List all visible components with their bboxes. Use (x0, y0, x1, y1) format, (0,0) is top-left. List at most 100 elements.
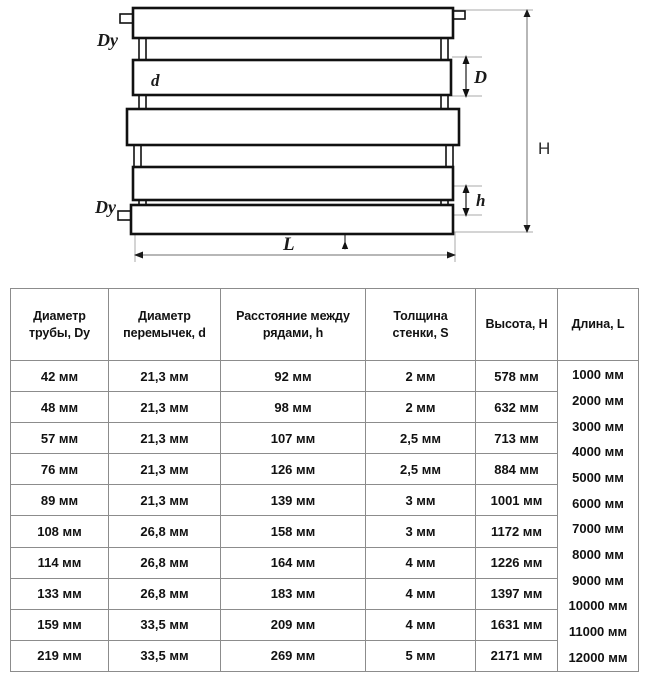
length-option: 12000 мм (568, 649, 628, 665)
cell-row-spacing: 183 мм (220, 577, 366, 610)
cell-pipe-diameter: 108 мм (10, 515, 109, 548)
table-row: 89 мм 21,3 мм 139 мм 3 мм 1001 мм (10, 484, 639, 517)
radiator-section-diagram: H D h L S (94, 6, 550, 262)
length-option: 7000 мм (572, 521, 624, 537)
cell-wall-thickness: 3 мм (365, 484, 476, 517)
table-row: 114 мм 26,8 мм 164 мм 4 мм 1226 мм (10, 546, 639, 579)
dimension-L: L (134, 234, 456, 259)
length-option: 8000 мм (572, 546, 624, 562)
column-header-height: Высота, H (475, 288, 558, 361)
table-row: 159 мм 33,5 мм 209 мм 4 мм 1631 мм (10, 608, 639, 641)
dimension-label-dy-top: Dy (96, 30, 119, 50)
bar-1 (131, 6, 455, 40)
column-header-wall-thickness: Толщина стенки, S (365, 288, 476, 361)
cell-height: 1397 мм (475, 577, 558, 610)
length-option: 2000 мм (572, 392, 624, 408)
cell-jumper-diameter: 26,8 мм (108, 515, 221, 548)
column-header-length: Длина, L (557, 288, 639, 361)
header-line-2: перемычек, d (123, 325, 206, 340)
header-line-2: стенки, S (392, 325, 449, 340)
table-body: 42 мм 21,3 мм 92 мм 2 мм 578 мм 1000 мм … (10, 359, 639, 673)
cell-row-spacing: 269 мм (220, 639, 366, 673)
header-line-1: Диаметр (138, 308, 191, 323)
cell-jumper-diameter: 33,5 мм (108, 608, 221, 641)
bar-3 (125, 107, 461, 147)
header-line-2: трубы, Dy (29, 325, 90, 340)
table-row: 42 мм 21,3 мм 92 мм 2 мм 578 мм 1000 мм … (10, 359, 639, 672)
bar-2 (131, 58, 453, 97)
cell-pipe-diameter: 219 мм (10, 639, 109, 673)
cell-row-spacing: 98 мм (220, 391, 366, 424)
cell-length-list: 1000 мм 2000 мм 3000 мм 4000 мм 5000 мм … (557, 360, 639, 672)
horizontal-bars (125, 6, 461, 236)
cell-row-spacing: 107 мм (220, 422, 366, 455)
cell-jumper-diameter: 21,3 мм (108, 453, 221, 486)
dimension-label-H: H (538, 139, 550, 158)
cell-jumper-diameter: 26,8 мм (108, 577, 221, 610)
cell-height: 2171 мм (475, 639, 558, 673)
specification-table-container: Диаметр трубы, Dy Диаметр перемычек, d Р… (10, 288, 639, 684)
cell-row-spacing: 158 мм (220, 515, 366, 548)
dimension-label-L: L (282, 234, 295, 255)
length-option: 4000 мм (572, 444, 624, 460)
dimension-H: H (523, 9, 550, 233)
table-row: 57 мм 21,3 мм 107 мм 2,5 мм 713 мм (10, 422, 639, 455)
cell-row-spacing: 126 мм (220, 453, 366, 486)
header-line-1: Высота, H (485, 317, 548, 332)
table-row: 76 мм 21,3 мм 126 мм 2,5 мм 884 мм (10, 453, 639, 486)
cell-jumper-diameter: 33,5 мм (108, 639, 221, 673)
cell-wall-thickness: 2 мм (365, 359, 476, 393)
cell-height: 1226 мм (475, 546, 558, 579)
header-line-1: Длина, L (571, 317, 625, 332)
cell-row-spacing: 209 мм (220, 608, 366, 641)
cell-row-spacing: 164 мм (220, 546, 366, 579)
cell-height: 1172 мм (475, 515, 558, 548)
bar-4 (131, 165, 455, 202)
cell-jumper-diameter: 21,3 мм (108, 422, 221, 455)
cell-height: 1001 мм (475, 484, 558, 517)
table-row: 108 мм 26,8 мм 158 мм 3 мм 1172 мм (10, 515, 639, 548)
dimension-h: h (462, 184, 485, 217)
cell-wall-thickness: 2 мм (365, 391, 476, 424)
cell-height: 1631 мм (475, 608, 558, 641)
table-row: 219 мм 33,5 мм 269 мм 5 мм 2171 мм (10, 639, 639, 673)
header-line-1: Толщина (393, 308, 448, 323)
cell-pipe-diameter: 114 мм (10, 546, 109, 579)
length-option: 6000 мм (572, 495, 624, 511)
column-header-pipe-diameter: Диаметр трубы, Dy (10, 288, 109, 361)
radiator-body (117, 6, 466, 236)
column-header-jumper-diameter: Диаметр перемычек, d (108, 288, 221, 361)
header-line-2: рядами, h (262, 325, 324, 340)
table-row: 133 мм 26,8 мм 183 мм 4 мм 1397 мм (10, 577, 639, 610)
cell-height: 884 мм (475, 453, 558, 486)
column-header-row-spacing: Расстояние между рядами, h (220, 288, 366, 361)
cell-wall-thickness: 2,5 мм (365, 453, 476, 486)
cell-pipe-diameter: 42 мм (10, 359, 109, 393)
cell-pipe-diameter: 48 мм (10, 391, 109, 424)
cell-pipe-diameter: 133 мм (10, 577, 109, 610)
cell-wall-thickness: 2,5 мм (365, 422, 476, 455)
cell-wall-thickness: 4 мм (365, 608, 476, 641)
cell-jumper-diameter: 21,3 мм (108, 484, 221, 517)
cell-pipe-diameter: 76 мм (10, 453, 109, 486)
length-option: 10000 мм (568, 598, 628, 614)
cell-jumper-diameter: 21,3 мм (108, 391, 221, 424)
cell-pipe-diameter: 159 мм (10, 608, 109, 641)
length-option: 11000 мм (568, 623, 628, 639)
dimension-label-D: D (473, 67, 487, 87)
cell-pipe-diameter: 57 мм (10, 422, 109, 455)
dimension-label-d: d (151, 71, 160, 90)
specification-table: Диаметр трубы, Dy Диаметр перемычек, d Р… (10, 288, 639, 673)
cell-jumper-diameter: 21,3 мм (108, 359, 221, 393)
bar-5 (129, 203, 455, 236)
cell-pipe-diameter: 89 мм (10, 484, 109, 517)
technical-drawing: H D h L S (0, 0, 647, 282)
cell-wall-thickness: 4 мм (365, 546, 476, 579)
cell-wall-thickness: 5 мм (365, 639, 476, 673)
cell-jumper-diameter: 26,8 мм (108, 546, 221, 579)
cell-height: 713 мм (475, 422, 558, 455)
table-row: 48 мм 21,3 мм 98 мм 2 мм 632 мм (10, 391, 639, 424)
cell-row-spacing: 92 мм (220, 359, 366, 393)
cell-row-spacing: 139 мм (220, 484, 366, 517)
dimension-D: D (462, 55, 487, 98)
